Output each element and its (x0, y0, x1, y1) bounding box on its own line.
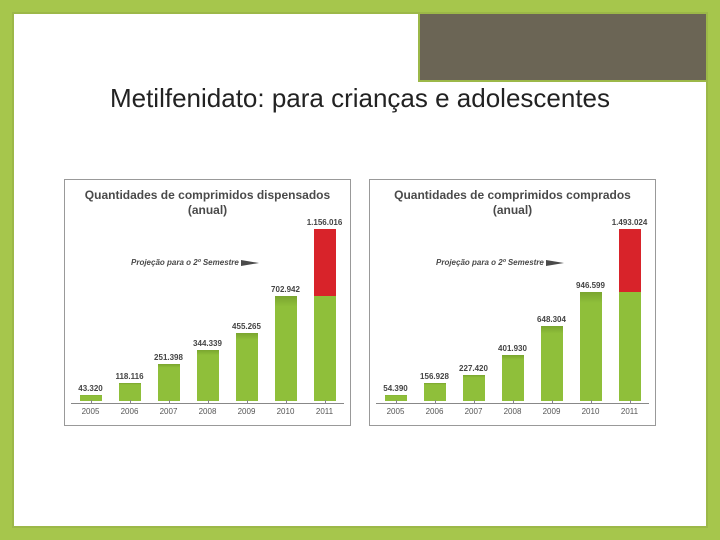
bar (541, 326, 563, 401)
bar-projection-overlay (314, 229, 336, 297)
arrow-right-icon (546, 260, 564, 266)
x-tick: 2011 (305, 404, 344, 421)
bar-wrap: 251.398 (149, 222, 188, 401)
bar-value-label: 946.599 (576, 281, 605, 290)
bar (275, 296, 297, 401)
bar (502, 355, 524, 401)
x-tick: 2005 (71, 404, 110, 421)
bar (236, 333, 258, 401)
bar (580, 292, 602, 401)
bar-wrap: 648.304 (532, 222, 571, 401)
bar (158, 364, 180, 402)
chart-title-right: Quantidades de comprimidos comprados (an… (376, 188, 649, 218)
bar (119, 383, 141, 401)
plot-area-left: 43.320 118.116 251.398 344.339 455.265 702.94… (71, 222, 344, 401)
x-tick: 2010 (571, 404, 610, 421)
slide-title: Metilfenidato: para crianças e adolescen… (74, 82, 646, 115)
slide-frame: Metilfenidato: para crianças e adolescen… (12, 12, 708, 528)
corner-decorative-box (418, 12, 708, 82)
plot-area-right: 54.390 156.928 227.420 401.930 648.304 946.59… (376, 222, 649, 401)
x-tick: 2007 (149, 404, 188, 421)
bar-wrap: 54.390 (376, 222, 415, 401)
bar-value-label: 702.942 (271, 285, 300, 294)
bar-wrap: 43.320 (71, 222, 110, 401)
chart-body-right: 54.390 156.928 227.420 401.930 648.304 946.59… (376, 222, 649, 421)
bar-wrap: 702.942 (266, 222, 305, 401)
chart-title-left: Quantidades de comprimidos dispensados (… (71, 188, 344, 218)
arrow-right-icon (241, 260, 259, 266)
bar (463, 375, 485, 401)
x-tick: 2006 (415, 404, 454, 421)
bar-value-label: 1.156.016 (307, 218, 343, 227)
projection-text-right: Projeção para o 2º Semestre (436, 258, 544, 267)
bar-wrap: 156.928 (415, 222, 454, 401)
bar-value-label: 1.493.024 (612, 218, 648, 227)
x-tick: 2009 (532, 404, 571, 421)
projection-label-left: Projeção para o 2º Semestre (131, 258, 259, 267)
x-axis-left: 2005200620072008200920102011 (71, 403, 344, 421)
x-tick: 2008 (493, 404, 532, 421)
bar-value-label: 401.930 (498, 344, 527, 353)
x-axis-right: 2005200620072008200920102011 (376, 403, 649, 421)
projection-label-right: Projeção para o 2º Semestre (436, 258, 564, 267)
chart-panel-left: Quantidades de comprimidos dispensados (… (64, 179, 351, 426)
bar-value-label: 251.398 (154, 353, 183, 362)
bar-value-label: 648.304 (537, 315, 566, 324)
x-tick: 2010 (266, 404, 305, 421)
bar-value-label: 455.265 (232, 322, 261, 331)
x-tick: 2007 (454, 404, 493, 421)
x-tick: 2011 (610, 404, 649, 421)
x-tick: 2005 (376, 404, 415, 421)
chart-body-left: 43.320 118.116 251.398 344.339 455.265 702.94… (71, 222, 344, 421)
bar-value-label: 43.320 (78, 384, 102, 393)
bar-value-label: 54.390 (383, 384, 407, 393)
bar-projection-overlay (619, 229, 641, 292)
charts-container: Quantidades de comprimidos dispensados (… (64, 179, 656, 426)
x-tick: 2009 (227, 404, 266, 421)
bar-wrap: 401.930 (493, 222, 532, 401)
bar-wrap: 946.599 (571, 222, 610, 401)
bar-value-label: 156.928 (420, 372, 449, 381)
bar-value-label: 344.339 (193, 339, 222, 348)
chart-panel-right: Quantidades de comprimidos comprados (an… (369, 179, 656, 426)
x-tick: 2006 (110, 404, 149, 421)
bar-wrap: 1.156.016 (305, 222, 344, 401)
bar (197, 350, 219, 401)
projection-text-left: Projeção para o 2º Semestre (131, 258, 239, 267)
bar-wrap: 227.420 (454, 222, 493, 401)
bar-value-label: 118.116 (115, 372, 143, 381)
x-tick: 2008 (188, 404, 227, 421)
bar-value-label: 227.420 (459, 364, 488, 373)
bar-wrap: 1.493.024 (610, 222, 649, 401)
bar-wrap: 118.116 (110, 222, 149, 401)
bar-wrap: 344.339 (188, 222, 227, 401)
bar-wrap: 455.265 (227, 222, 266, 401)
bar (424, 383, 446, 401)
